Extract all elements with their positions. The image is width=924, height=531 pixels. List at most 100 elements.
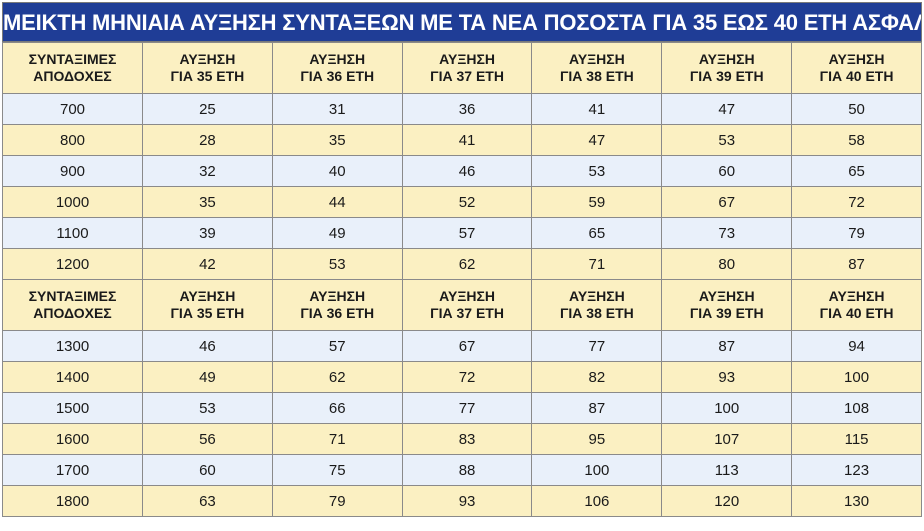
increase-cell: 73 xyxy=(661,217,793,249)
table-row: 1200 42 53 62 71 80 87 xyxy=(2,248,922,280)
header-line: ΑΥΞΗΣΗ xyxy=(698,288,755,304)
header-cell-increase: ΑΥΞΗΣΗ ΓΙΑ 36 ΕΤΗ xyxy=(271,279,403,331)
increase-cell: 35 xyxy=(142,186,273,218)
increase-cell: 130 xyxy=(791,485,922,517)
increase-cell: 46 xyxy=(142,330,273,362)
header-cell-increase: ΑΥΞΗΣΗ ΓΙΑ 37 ΕΤΗ xyxy=(401,42,533,94)
header-line: ΑΥΞΗΣΗ xyxy=(568,51,625,67)
increase-cell: 82 xyxy=(531,361,663,393)
increase-cell: 79 xyxy=(791,217,922,249)
salary-cell: 1500 xyxy=(2,392,143,424)
increase-cell: 53 xyxy=(531,155,663,187)
header-line: ΓΙΑ 38 ΕΤΗ xyxy=(560,68,634,84)
table-row: 1300 46 57 67 77 87 94 xyxy=(2,330,922,362)
increase-cell: 63 xyxy=(142,485,273,517)
salary-cell: 1800 xyxy=(2,485,143,517)
increase-cell: 72 xyxy=(791,186,922,218)
increase-cell: 41 xyxy=(401,124,533,156)
header-line: ΑΥΞΗΣΗ xyxy=(828,288,885,304)
salary-cell: 1000 xyxy=(2,186,143,218)
table-row: 1400 49 62 72 82 93 100 xyxy=(2,361,922,393)
increase-cell: 100 xyxy=(661,392,793,424)
header-line: ΑΥΞΗΣΗ xyxy=(828,51,885,67)
increase-cell: 100 xyxy=(531,454,663,486)
table-title: ΜΕΙΚΤΗ ΜΗΝΙΑΙΑ ΑΥΞΗΣΗ ΣΥΝΤΑΞΕΩΝ ΜΕ ΤΑ ΝΕ… xyxy=(2,2,922,42)
header-line: ΓΙΑ 39 ΕΤΗ xyxy=(689,305,764,321)
salary-cell: 700 xyxy=(2,93,143,125)
increase-cell: 67 xyxy=(661,186,793,218)
increase-cell: 65 xyxy=(791,155,922,187)
increase-cell: 57 xyxy=(271,330,403,362)
increase-cell: 77 xyxy=(531,330,663,362)
increase-cell: 35 xyxy=(271,124,403,156)
header-line: ΣΥΝΤΑΞΙΜΕΣ xyxy=(28,288,117,304)
header-cell-increase: ΑΥΞΗΣΗ ΓΙΑ 37 ΕΤΗ xyxy=(401,279,533,331)
header-cell-increase: ΑΥΞΗΣΗ ΓΙΑ 39 ΕΤΗ xyxy=(661,42,793,94)
salary-cell: 1200 xyxy=(2,248,143,280)
increase-cell: 40 xyxy=(271,155,403,187)
header-line: ΣΥΝΤΑΞΙΜΕΣ xyxy=(28,51,117,67)
table-row: 1700 60 75 88 100 113 123 xyxy=(2,454,922,486)
header-cell-increase: ΑΥΞΗΣΗ ΓΙΑ 35 ΕΤΗ xyxy=(142,42,273,94)
header-line: ΑΥΞΗΣΗ xyxy=(568,288,625,304)
salary-cell: 1300 xyxy=(2,330,143,362)
increase-cell: 42 xyxy=(142,248,273,280)
header-line: ΓΙΑ 38 ΕΤΗ xyxy=(560,305,634,321)
salary-cell: 900 xyxy=(2,155,143,187)
header-cell-salary: ΣΥΝΤΑΞΙΜΕΣ ΑΠΟΔΟΧΕΣ xyxy=(2,279,143,331)
table-body: ΣΥΝΤΑΞΙΜΕΣ ΑΠΟΔΟΧΕΣ ΑΥΞΗΣΗ ΓΙΑ 35 ΕΤΗ ΑΥΞΗΣΗ… xyxy=(2,42,922,517)
increase-cell: 80 xyxy=(661,248,793,280)
header-line: ΓΙΑ 35 ΕΤΗ xyxy=(170,68,245,84)
increase-cell: 93 xyxy=(661,361,793,393)
increase-cell: 60 xyxy=(661,155,793,187)
header-line: ΓΙΑ 37 ΕΤΗ xyxy=(430,305,504,321)
header-cell-salary: ΣΥΝΤΑΞΙΜΕΣ ΑΠΟΔΟΧΕΣ xyxy=(2,42,143,94)
header-line: ΑΠΟΔΟΧΕΣ xyxy=(33,305,112,321)
increase-cell: 58 xyxy=(791,124,922,156)
increase-cell: 52 xyxy=(401,186,533,218)
increase-cell: 87 xyxy=(661,330,793,362)
increase-cell: 44 xyxy=(271,186,403,218)
increase-cell: 49 xyxy=(271,217,403,249)
table-row: 1100 39 49 57 65 73 79 xyxy=(2,217,922,249)
increase-cell: 47 xyxy=(661,93,793,125)
salary-cell: 800 xyxy=(2,124,143,156)
increase-cell: 28 xyxy=(142,124,273,156)
header-line: ΑΥΞΗΣΗ xyxy=(309,51,366,67)
increase-cell: 31 xyxy=(271,93,403,125)
increase-cell: 71 xyxy=(531,248,663,280)
header-line: ΑΠΟΔΟΧΕΣ xyxy=(33,68,112,84)
increase-cell: 39 xyxy=(142,217,273,249)
increase-cell: 94 xyxy=(791,330,922,362)
header-line: ΑΥΞΗΣΗ xyxy=(309,288,366,304)
increase-cell: 59 xyxy=(531,186,663,218)
increase-cell: 47 xyxy=(531,124,663,156)
increase-cell: 62 xyxy=(271,361,403,393)
header-line: ΓΙΑ 40 ΕΤΗ xyxy=(819,68,894,84)
increase-cell: 32 xyxy=(142,155,273,187)
increase-cell: 41 xyxy=(531,93,663,125)
header-line: ΓΙΑ 36 ΕΤΗ xyxy=(300,305,375,321)
increase-cell: 88 xyxy=(401,454,533,486)
increase-cell: 123 xyxy=(791,454,922,486)
header-cell-increase: ΑΥΞΗΣΗ ΓΙΑ 36 ΕΤΗ xyxy=(271,42,403,94)
increase-cell: 46 xyxy=(401,155,533,187)
increase-cell: 95 xyxy=(531,423,663,455)
increase-cell: 62 xyxy=(401,248,533,280)
header-cell-increase: ΑΥΞΗΣΗ ΓΙΑ 40 ΕΤΗ xyxy=(791,42,922,94)
header-line: ΓΙΑ 35 ΕΤΗ xyxy=(170,305,245,321)
table-row: 700 25 31 36 41 47 50 xyxy=(2,93,922,125)
salary-cell: 1600 xyxy=(2,423,143,455)
increase-cell: 83 xyxy=(401,423,533,455)
increase-cell: 115 xyxy=(791,423,922,455)
increase-cell: 36 xyxy=(401,93,533,125)
increase-cell: 56 xyxy=(142,423,273,455)
increase-cell: 87 xyxy=(791,248,922,280)
header-line: ΑΥΞΗΣΗ xyxy=(179,288,236,304)
pension-increase-table: ΣΥΝΤΑΞΙΜΕΣ ΑΠΟΔΟΧΕΣ ΑΥΞΗΣΗ ΓΙΑ 35 ΕΤΗ ΑΥΞΗΣΗ… xyxy=(2,42,922,517)
table-row: 1600 56 71 83 95 107 115 xyxy=(2,423,922,455)
increase-cell: 60 xyxy=(142,454,273,486)
header-cell-increase: ΑΥΞΗΣΗ ΓΙΑ 39 ΕΤΗ xyxy=(661,279,793,331)
increase-cell: 77 xyxy=(401,392,533,424)
increase-cell: 106 xyxy=(531,485,663,517)
